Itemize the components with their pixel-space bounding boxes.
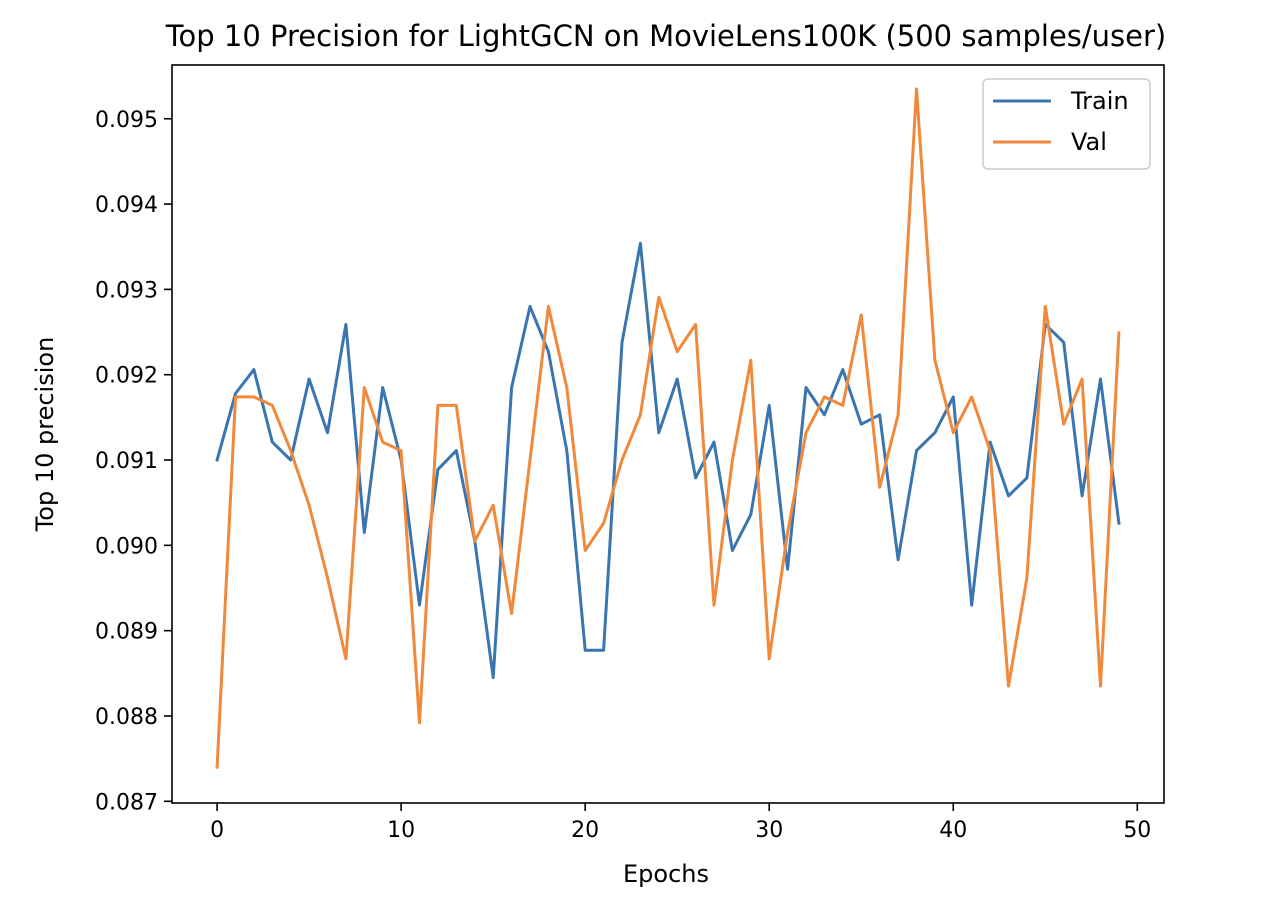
x-axis: 0 10 20 30 40 50 — [210, 803, 1151, 843]
series-line-val — [215, 87, 1121, 769]
y-tick-label: 0.095 — [95, 108, 158, 133]
legend-label-train: Train — [1070, 87, 1129, 115]
y-tick-label: 0.091 — [95, 449, 158, 474]
x-tick-label: 20 — [571, 818, 599, 843]
x-tick-label: 50 — [1123, 818, 1151, 843]
x-tick-label: 10 — [387, 818, 415, 843]
y-axis: 0.087 0.088 0.089 0.090 0.091 0.092 0.093 0.094… — [95, 108, 172, 815]
legend: Train Val — [982, 78, 1151, 170]
y-tick-label: 0.093 — [95, 278, 158, 303]
x-tick-label: 40 — [939, 818, 967, 843]
chart-title: Top 10 Precision for LightGCN on MovieLe… — [165, 19, 1167, 53]
x-tick-label: 0 — [210, 818, 224, 843]
y-tick-label: 0.090 — [95, 534, 158, 559]
series-line-train — [215, 241, 1121, 680]
x-tick-label: 30 — [755, 818, 783, 843]
series-lines — [215, 87, 1121, 769]
y-tick-label: 0.089 — [95, 620, 158, 645]
plot-area — [171, 64, 1165, 804]
y-tick-label: 0.094 — [95, 193, 158, 218]
x-axis-label: Epochs — [623, 860, 709, 888]
y-tick-label: 0.092 — [95, 364, 158, 389]
y-axis-label: Top 10 precision — [31, 337, 59, 533]
y-tick-label: 0.087 — [95, 790, 158, 815]
legend-label-val: Val — [1071, 128, 1107, 156]
y-tick-label: 0.088 — [95, 705, 158, 730]
